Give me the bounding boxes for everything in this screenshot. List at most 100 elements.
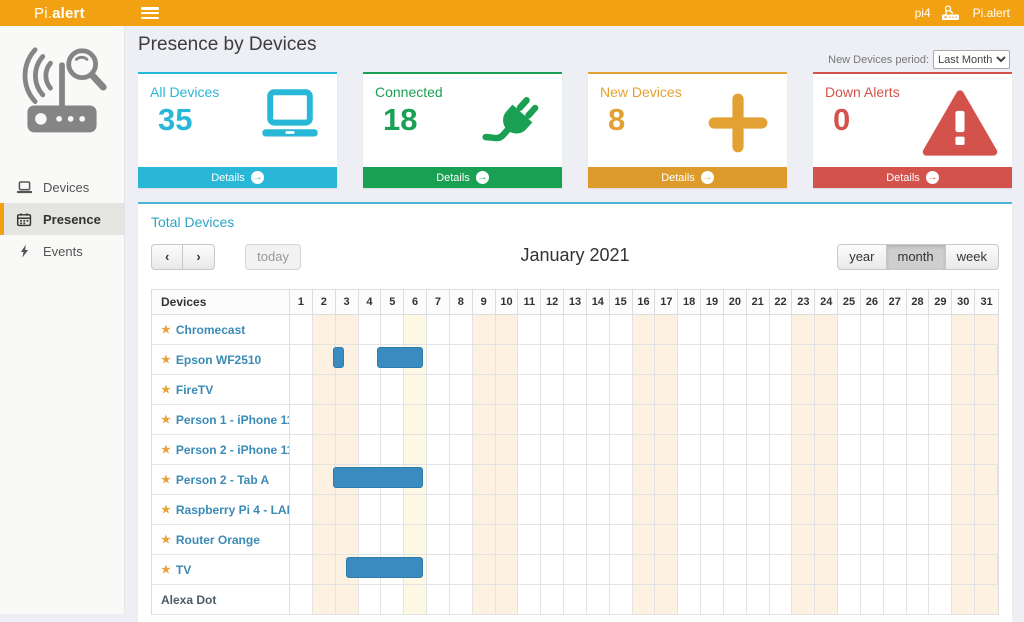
day-cell <box>381 495 405 525</box>
day-cell <box>701 435 724 465</box>
sidebar-item-devices[interactable]: Devices <box>0 171 124 203</box>
day-cell <box>449 435 473 465</box>
day-cell <box>472 345 496 375</box>
day-cell <box>769 585 793 615</box>
day-cell <box>952 555 976 585</box>
star-icon: ★ <box>161 504 171 516</box>
view-month-button[interactable]: month <box>885 244 946 270</box>
day-header: 26 <box>860 290 884 315</box>
day-cell <box>586 405 610 435</box>
day-cell <box>404 405 428 435</box>
sidebar-item-events[interactable]: Events <box>0 235 124 267</box>
day-cell <box>975 405 998 435</box>
device-name-link[interactable]: Alexa Dot <box>152 585 290 615</box>
day-cell <box>792 585 816 615</box>
day-cell <box>860 315 884 345</box>
day-cell <box>609 465 633 495</box>
star-icon: ★ <box>161 444 171 456</box>
day-cell <box>518 405 542 435</box>
day-cell <box>769 435 793 465</box>
day-cell <box>586 315 610 345</box>
card-all-devices: All Devices 35 Details → <box>138 72 337 188</box>
day-cell <box>312 405 336 435</box>
presence-bar[interactable] <box>345 557 423 578</box>
day-cell <box>495 375 519 405</box>
card-value: 8 <box>608 102 626 137</box>
card-new-devices: New Devices 8 Details → <box>588 72 787 188</box>
card-details-button[interactable]: Details → <box>588 167 787 188</box>
device-name-link[interactable]: ★ Person 2 - Tab A <box>152 465 290 495</box>
day-header: 29 <box>929 290 953 315</box>
card-details-button[interactable]: Details → <box>363 167 562 188</box>
day-cell <box>769 465 793 495</box>
day-cell <box>427 345 450 375</box>
app-logo[interactable]: Pi.alert <box>0 5 125 22</box>
day-cell <box>495 525 519 555</box>
calendar-icon <box>16 212 32 226</box>
sidebar: Devices Presence Events <box>0 26 125 614</box>
day-cell <box>564 585 587 615</box>
card-value: 35 <box>158 102 193 137</box>
day-cell <box>838 525 861 555</box>
device-name-link[interactable]: ★ FireTV <box>152 375 290 405</box>
day-cell <box>975 525 998 555</box>
day-cell <box>564 495 587 525</box>
device-name-link[interactable]: ★ Epson WF2510 <box>152 345 290 375</box>
user-menu[interactable]: Pi.alert <box>972 6 1010 20</box>
period-select[interactable]: Last Month <box>933 50 1010 69</box>
day-cell <box>449 375 473 405</box>
day-cell <box>792 555 816 585</box>
prev-month-button[interactable]: ‹ <box>151 244 184 270</box>
device-name-link[interactable]: ★ Chromecast <box>152 315 290 345</box>
star-icon: ★ <box>161 534 171 546</box>
day-cell <box>312 375 336 405</box>
device-name-link[interactable]: ★ Router Orange <box>152 525 290 555</box>
day-cell <box>792 495 816 525</box>
day-cell <box>290 405 313 435</box>
day-cell <box>655 465 679 495</box>
day-cell <box>815 315 839 345</box>
day-cell <box>655 555 679 585</box>
day-header: 20 <box>723 290 747 315</box>
today-button[interactable]: today <box>245 244 301 270</box>
view-week-button[interactable]: week <box>944 244 999 270</box>
hamburger-menu-icon[interactable] <box>141 7 159 19</box>
day-cell <box>335 435 359 465</box>
day-cell <box>586 585 610 615</box>
day-cell <box>678 405 702 435</box>
warning-triangle-icon <box>922 90 998 156</box>
day-cell <box>769 495 793 525</box>
day-cell <box>427 525 450 555</box>
view-year-button[interactable]: year <box>837 244 887 270</box>
router-icon <box>941 5 959 20</box>
day-cell <box>427 585 450 615</box>
day-header: 19 <box>701 290 724 315</box>
day-cell <box>564 405 587 435</box>
period-label: New Devices period: <box>828 53 929 66</box>
presence-bar[interactable] <box>332 347 344 368</box>
day-cell <box>792 405 816 435</box>
day-cell <box>518 315 542 345</box>
day-cell <box>815 555 839 585</box>
calendar-toolbar: ‹ › today January 2021 year month week <box>151 244 999 274</box>
presence-bar[interactable] <box>332 467 424 488</box>
card-details-button[interactable]: Details → <box>813 167 1012 188</box>
device-name-link[interactable]: ★ Person 2 - iPhone 11 <box>152 435 290 465</box>
device-row: ★ TV <box>152 555 998 585</box>
device-name-link[interactable]: ★ Person 1 - iPhone 11 <box>152 405 290 435</box>
next-month-button[interactable]: › <box>182 244 215 270</box>
day-cell <box>883 345 907 375</box>
presence-bar[interactable] <box>377 347 423 368</box>
day-cell <box>358 405 382 435</box>
day-cell <box>883 315 907 345</box>
day-cell <box>427 435 450 465</box>
sidebar-item-presence[interactable]: Presence <box>0 203 124 235</box>
day-cell <box>838 435 861 465</box>
day-cell <box>632 495 656 525</box>
day-header: 18 <box>678 290 702 315</box>
day-cell <box>701 465 724 495</box>
device-name-link[interactable]: ★ Raspberry Pi 4 - LAN <box>152 495 290 525</box>
day-cell <box>678 525 702 555</box>
card-details-button[interactable]: Details → <box>138 167 337 188</box>
device-name-link[interactable]: ★ TV <box>152 555 290 585</box>
